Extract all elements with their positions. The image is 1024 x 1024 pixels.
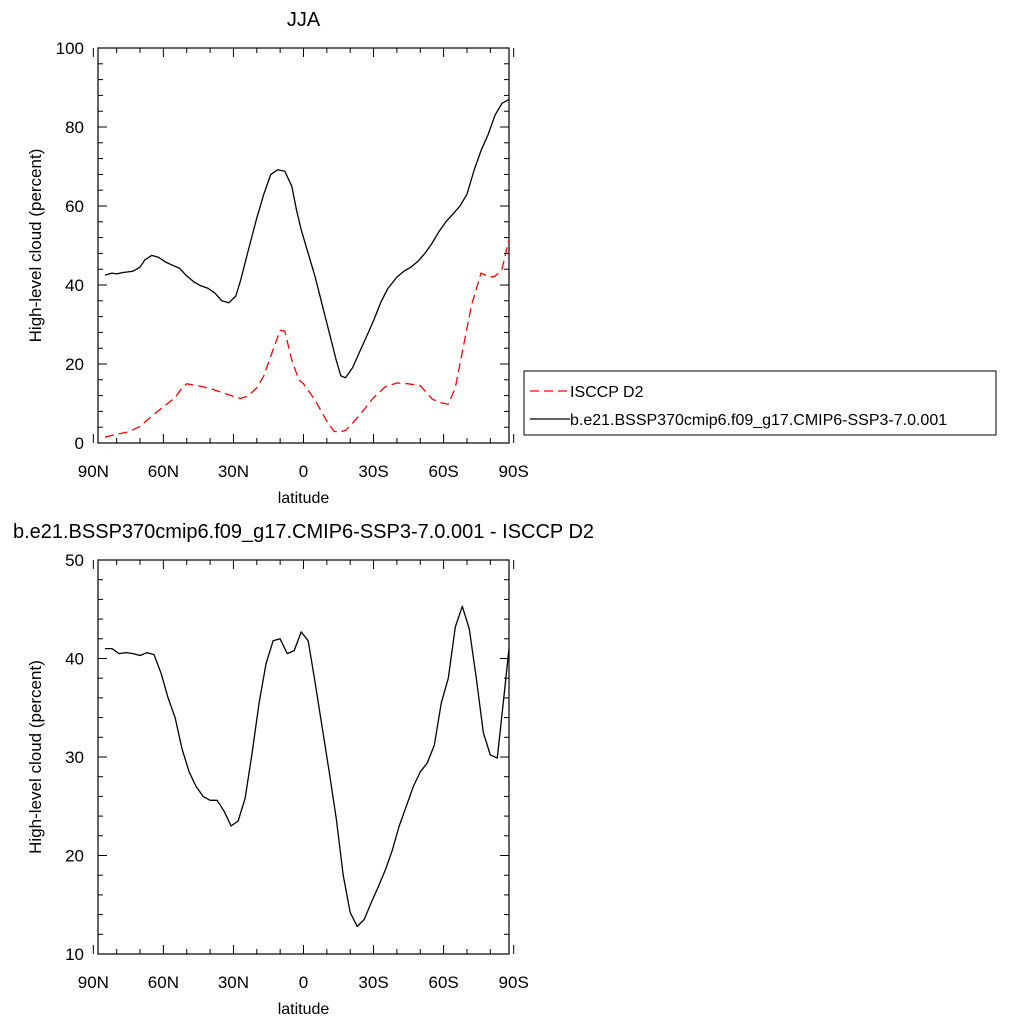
y-axis-label: High-level cloud (percent) <box>26 660 45 854</box>
data-point <box>116 433 118 435</box>
x-axis-label: latitude <box>278 1001 330 1018</box>
x-tick-label: 60S <box>428 973 458 992</box>
x-tick-label: 0 <box>299 462 308 481</box>
data-point <box>174 396 176 398</box>
data-point <box>438 401 440 403</box>
x-tick-label: 30S <box>358 973 388 992</box>
data-point <box>127 431 129 433</box>
data-point <box>470 304 472 306</box>
legend-box <box>523 370 997 436</box>
legend-label: b.e21.BSSP370cmip6.f09_g17.CMIP6-SSP3-7.… <box>570 412 947 429</box>
y-tick-label: 100 <box>56 39 84 58</box>
y-tick-label: 30 <box>65 748 84 767</box>
y-tick-label: 20 <box>65 847 84 866</box>
data-point <box>209 387 211 389</box>
x-tick-label: 60N <box>148 462 179 481</box>
data-point <box>221 391 223 393</box>
y-tick-label: 80 <box>65 118 84 137</box>
data-point <box>337 431 339 433</box>
legend-label: ISCCP D2 <box>570 384 644 401</box>
data-point <box>454 387 456 389</box>
plot-frame <box>97 559 510 955</box>
x-tick-label: 60S <box>428 462 458 481</box>
y-tick-label: 10 <box>65 945 84 964</box>
x-tick-label: 90S <box>499 973 529 992</box>
y-tick-label: 40 <box>65 276 84 295</box>
x-tick-label: 90N <box>78 973 109 992</box>
x-axis-label: latitude <box>278 490 330 507</box>
data-point <box>181 387 183 389</box>
y-tick-label: 0 <box>75 434 84 453</box>
y-tick-label: 20 <box>65 355 84 374</box>
x-tick-label: 30S <box>358 462 388 481</box>
data-point <box>314 399 316 401</box>
y-tick-label: 50 <box>65 551 84 570</box>
x-tick-label: 90S <box>499 462 529 481</box>
y-axis-label: High-level cloud (percent) <box>26 149 45 343</box>
y-tick-label: 40 <box>65 650 84 669</box>
series-line-model <box>105 605 510 928</box>
series-line-model <box>104 98 510 379</box>
chart-title: JJA <box>287 9 321 31</box>
data-point <box>162 406 164 408</box>
chart-title: b.e21.BSSP370cmip6.f09_g17.CMIP6-SSP3-7.… <box>13 521 594 543</box>
data-point <box>151 415 153 417</box>
x-tick-label: 0 <box>299 973 308 992</box>
x-tick-label: 30N <box>218 462 249 481</box>
y-tick-label: 60 <box>65 197 84 216</box>
x-tick-label: 60N <box>148 973 179 992</box>
x-tick-label: 90N <box>78 462 109 481</box>
x-tick-label: 30N <box>218 973 249 992</box>
series-line-isccp <box>104 239 510 438</box>
